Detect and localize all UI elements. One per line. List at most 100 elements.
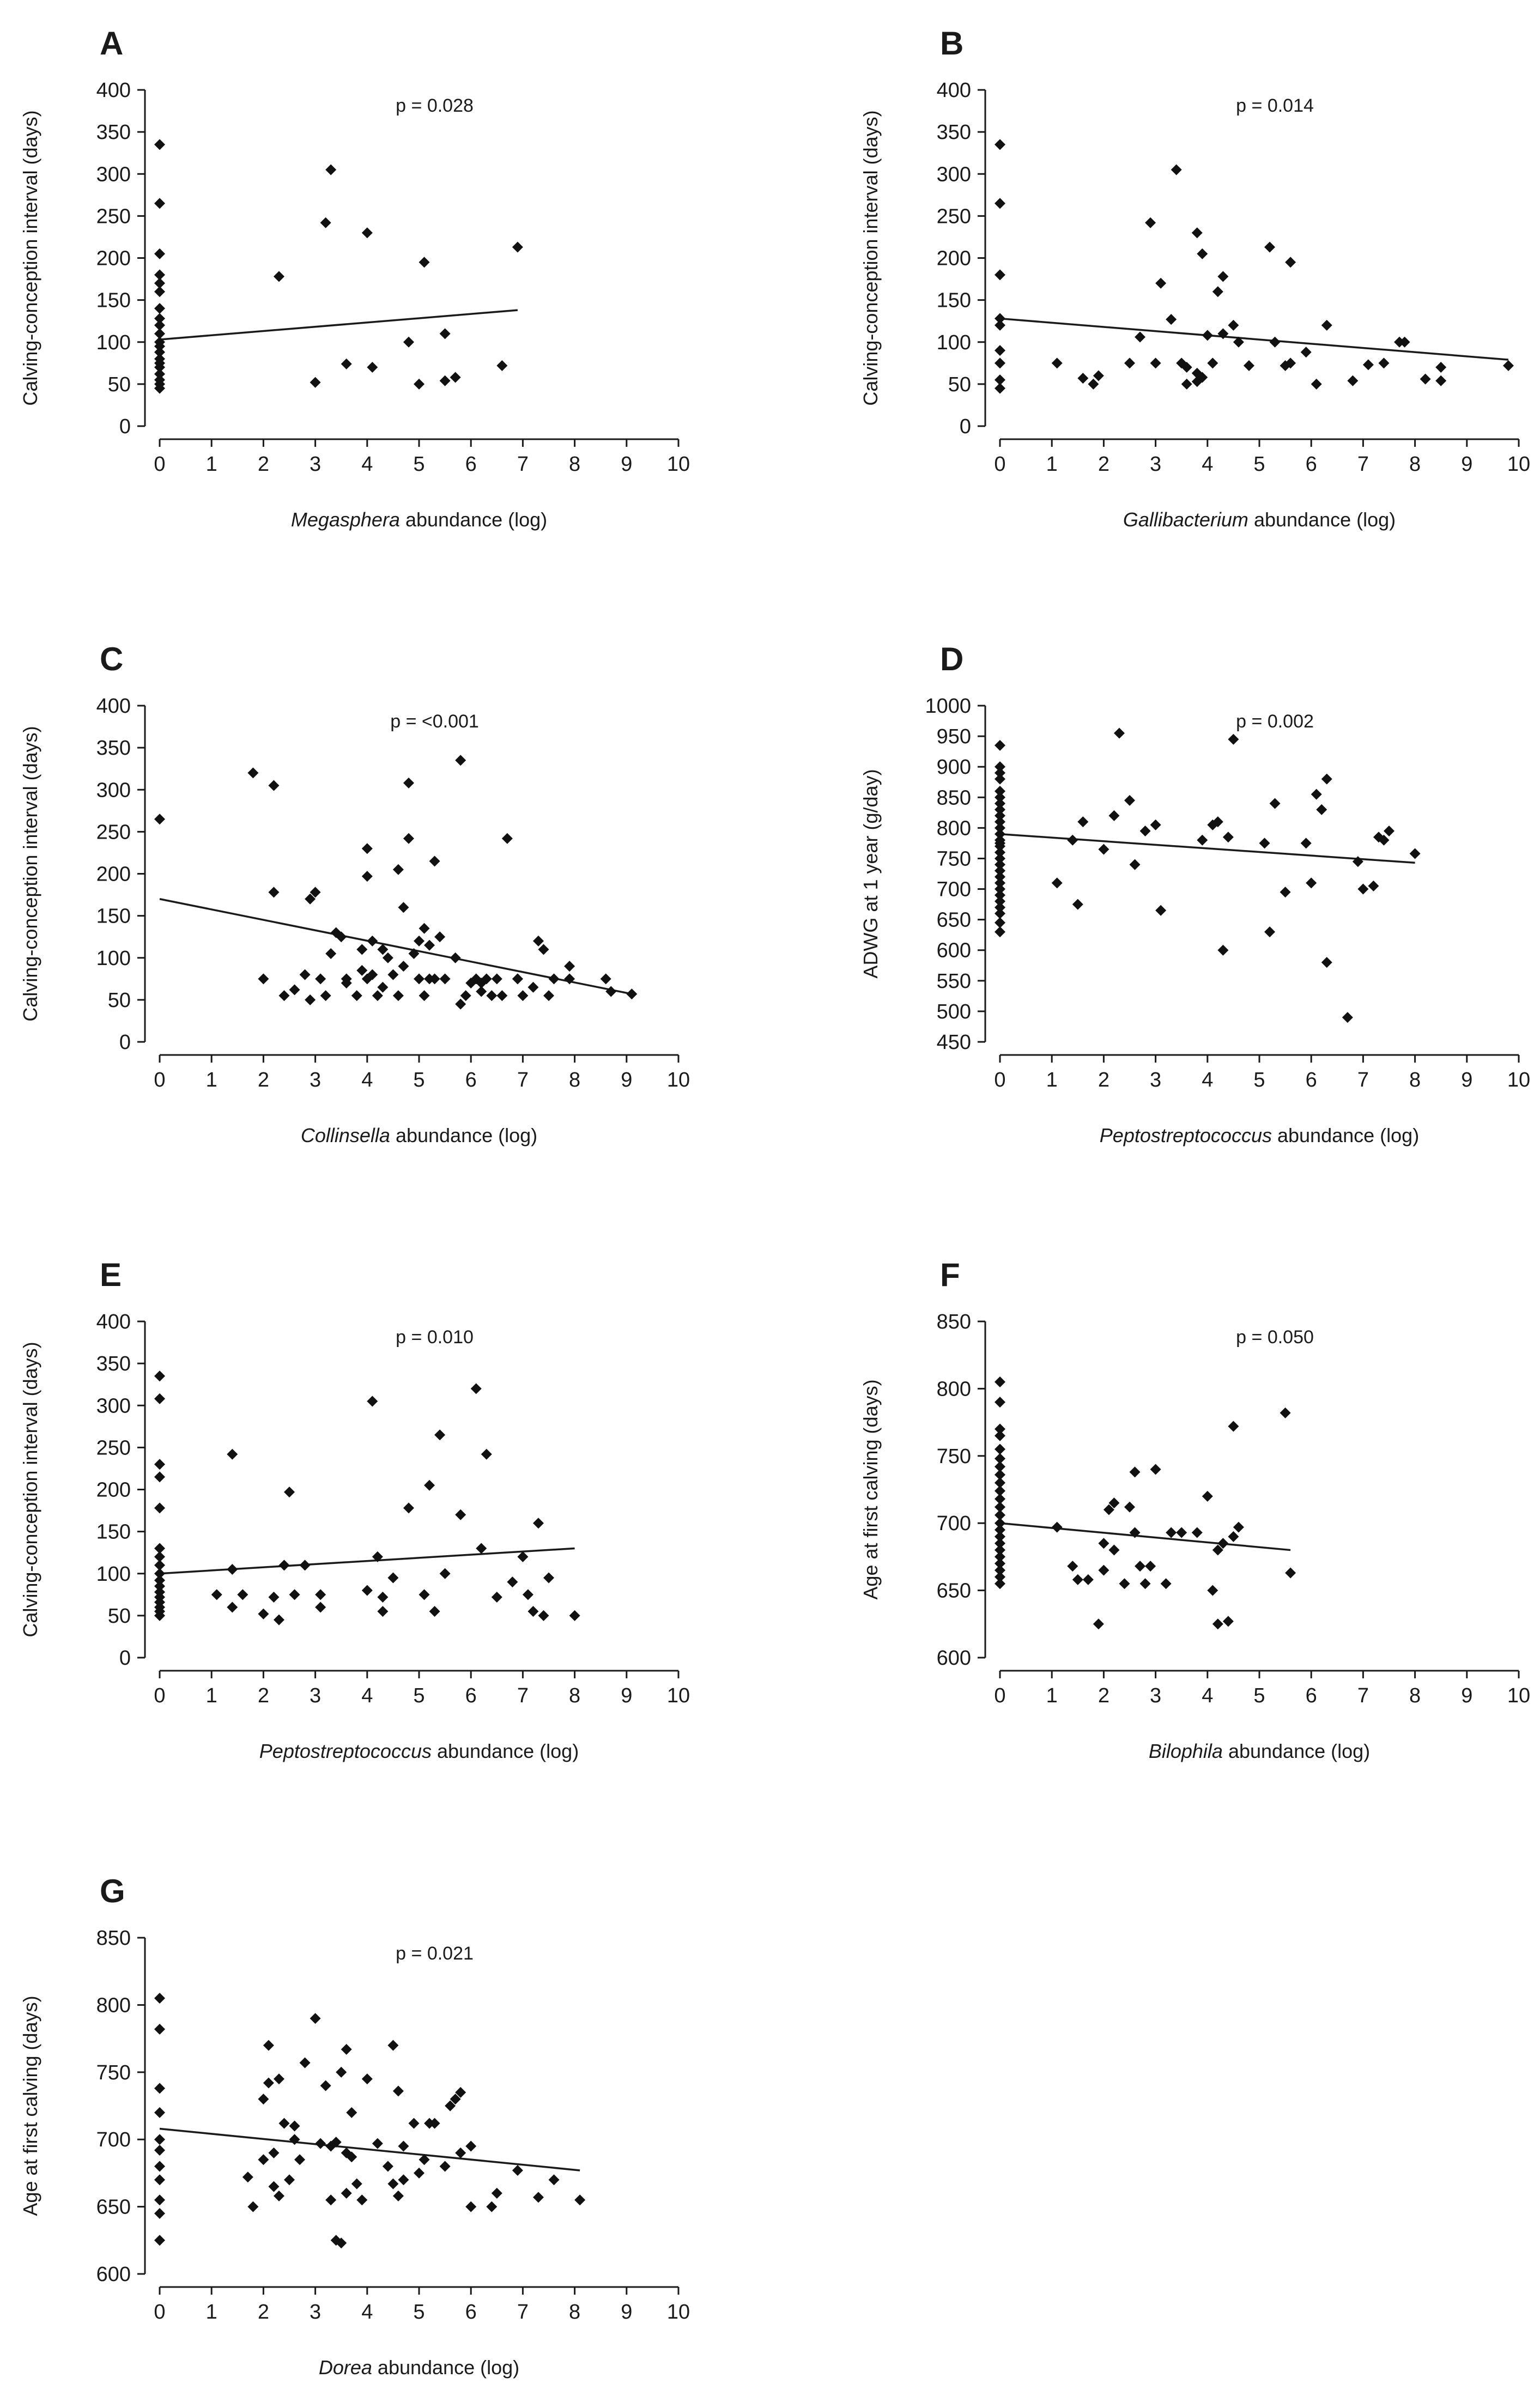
data-point-g [268, 2181, 280, 2192]
data-point-c [341, 978, 352, 989]
data-point-d [995, 917, 1005, 929]
data-point-e [543, 1572, 554, 1584]
data-point-d [995, 841, 1005, 852]
data-point-f [995, 1544, 1005, 1556]
data-point-b [1285, 257, 1296, 268]
data-point-b [1420, 373, 1431, 385]
y-tick-label-d: 850 [937, 786, 971, 809]
data-point-d [995, 853, 1005, 864]
trend-line-f [999, 1522, 1291, 1551]
data-point-b [1311, 378, 1322, 390]
data-point-d [995, 828, 1005, 840]
data-point-d [1316, 804, 1327, 815]
x-tick-label-c: 7 [517, 1069, 529, 1091]
y-tick-label-g: 800 [96, 1994, 131, 2017]
data-point-f [1051, 1521, 1063, 1533]
x-tick-label-b: 8 [1409, 453, 1421, 476]
y-tick-label-f: 600 [937, 1647, 971, 1670]
data-point-f [1280, 1407, 1291, 1418]
y-tick-label-b: 50 [948, 373, 971, 396]
data-point-b [995, 357, 1005, 369]
data-point-c [258, 973, 269, 985]
y-tick-label-b: 300 [937, 163, 971, 186]
y-tick-label-g: 850 [96, 1927, 131, 1950]
data-point-c [351, 990, 362, 1002]
data-point-d [1311, 788, 1322, 800]
data-point-b [995, 345, 1005, 356]
y-tick-label-a: 250 [96, 205, 131, 228]
x-tick-label-e: 3 [310, 1684, 321, 1707]
x-tick-label-f: 8 [1409, 1684, 1421, 1707]
data-point-d [1222, 832, 1234, 843]
data-point-g [154, 2161, 165, 2172]
y-tick-label-d: 600 [937, 939, 971, 962]
data-point-e [154, 1551, 165, 1562]
data-point-e [227, 1602, 238, 1613]
x-tick-label-g: 6 [465, 2301, 477, 2324]
data-point-g [361, 2073, 373, 2085]
data-point-c [382, 952, 393, 963]
data-point-f [1098, 1538, 1109, 1549]
x-tick-label-a: 2 [258, 453, 269, 476]
data-point-d [995, 908, 1005, 919]
data-point-g [268, 2147, 280, 2158]
x-tick-label-f: 1 [1046, 1684, 1058, 1707]
data-point-d [1409, 848, 1421, 859]
x-axis-label-genus-f: Bilophila [1149, 1740, 1223, 1762]
x-tick-label-f: 5 [1253, 1684, 1265, 1707]
data-point-f [1129, 1466, 1141, 1478]
data-point-f [1108, 1497, 1120, 1509]
data-point-b [1202, 330, 1213, 341]
data-point-f [1067, 1561, 1078, 1572]
data-point-b [1181, 362, 1192, 373]
data-point-g [278, 2118, 290, 2129]
data-point-d [1321, 957, 1332, 968]
y-tick-label-c: 250 [96, 821, 131, 844]
y-tick-label-e: 400 [96, 1311, 131, 1333]
data-point-c [367, 935, 378, 947]
data-point-c [460, 990, 471, 1002]
data-point-c [455, 755, 466, 766]
x-tick-label-f: 2 [1098, 1684, 1109, 1707]
data-point-f [1202, 1490, 1213, 1502]
data-point-c [361, 871, 373, 882]
data-point-c [419, 923, 430, 934]
p-value-a: p = 0.028 [396, 95, 474, 116]
data-point-g [154, 2134, 165, 2145]
panel-d: Dp = 0.002450500550600650700750800850900… [859, 641, 1530, 1147]
p-value-e: p = 0.010 [396, 1327, 474, 1348]
data-point-e [455, 1509, 466, 1520]
trend-line-e [159, 1547, 575, 1575]
data-point-d [1384, 825, 1395, 836]
data-point-f [995, 1453, 1005, 1464]
x-tick-label-b: 9 [1461, 453, 1472, 476]
y-tick-label-a: 300 [96, 163, 131, 186]
data-point-c [476, 986, 487, 997]
data-point-c [419, 990, 430, 1002]
data-point-f [1160, 1578, 1172, 1590]
data-point-f [1212, 1618, 1223, 1630]
data-point-f [1098, 1564, 1109, 1576]
data-point-c [315, 973, 326, 985]
x-axis-label-genus-b: Gallibacterium [1123, 508, 1248, 531]
data-point-c [305, 994, 316, 1005]
data-point-d [995, 926, 1005, 938]
data-point-b [995, 319, 1005, 331]
data-point-f [1145, 1561, 1156, 1572]
x-tick-label-g: 10 [667, 2301, 690, 2324]
data-point-f [1150, 1464, 1161, 1475]
data-point-a [154, 347, 165, 358]
x-axis-label-suffix-b: abundance (log) [1248, 508, 1396, 531]
y-tick-label-a: 0 [119, 415, 131, 438]
x-tick-label-b: 3 [1150, 453, 1161, 476]
data-point-d [995, 877, 1005, 889]
y-tick-label-a: 100 [96, 331, 131, 354]
data-point-g [154, 2107, 165, 2118]
data-point-f [1212, 1544, 1223, 1556]
data-point-e [532, 1518, 544, 1529]
data-point-b [1285, 357, 1296, 369]
panel-letter-b: B [940, 25, 963, 62]
data-point-g [154, 2023, 165, 2035]
data-point-e [258, 1608, 269, 1619]
data-point-a [325, 164, 337, 175]
